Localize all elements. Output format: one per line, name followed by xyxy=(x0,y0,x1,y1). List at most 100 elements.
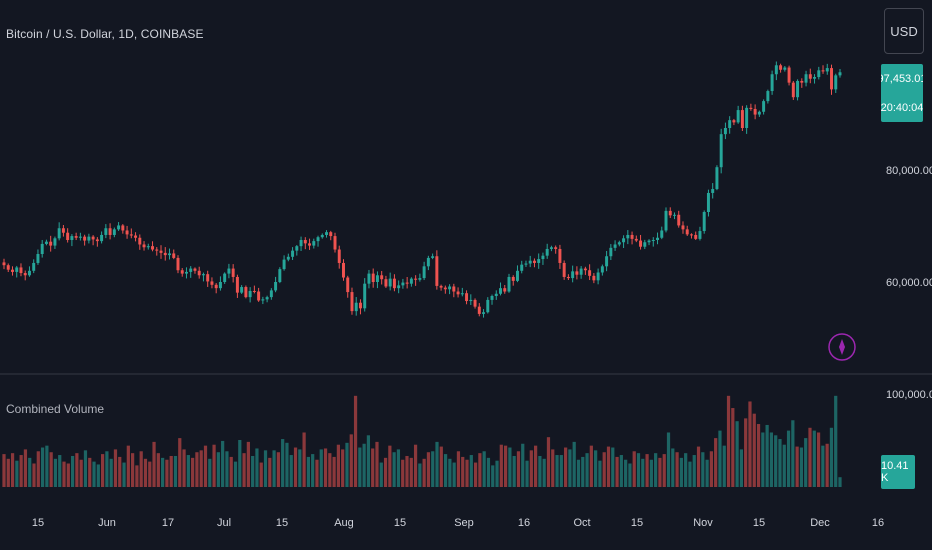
candle xyxy=(44,241,48,244)
candle xyxy=(486,299,490,313)
volume-bar xyxy=(23,449,28,487)
candle xyxy=(397,285,401,289)
candle xyxy=(240,287,244,293)
volume-bar xyxy=(658,457,662,487)
volume-bar xyxy=(491,465,495,487)
volume-bar xyxy=(598,460,602,487)
volume-bar xyxy=(62,461,66,487)
volume-bar xyxy=(499,444,503,487)
volume-bar xyxy=(538,455,542,487)
volume-bar xyxy=(688,461,692,487)
candle xyxy=(286,256,290,260)
candle xyxy=(172,253,176,258)
candle xyxy=(426,257,430,267)
volume-bar xyxy=(122,462,126,487)
volume-bar xyxy=(96,464,100,487)
candle xyxy=(23,273,27,276)
candle xyxy=(817,70,821,78)
y-tick-label: 80,000.00 xyxy=(886,165,932,177)
candle xyxy=(796,80,800,98)
candle xyxy=(613,244,617,248)
volume-bar xyxy=(113,449,118,487)
candle xyxy=(121,225,125,231)
volume-bar xyxy=(662,454,666,487)
volume-bar xyxy=(289,455,293,487)
candle xyxy=(600,266,604,273)
candle xyxy=(838,72,842,76)
candle xyxy=(210,281,214,285)
y-tick-label: 60,000.00 xyxy=(886,277,932,289)
candle xyxy=(295,246,299,251)
candle xyxy=(511,276,515,281)
candle xyxy=(159,250,163,253)
candle xyxy=(53,238,57,246)
volume-bar xyxy=(212,444,216,487)
candle xyxy=(184,271,188,274)
candle xyxy=(804,74,808,83)
candle xyxy=(706,192,710,212)
volume-bar xyxy=(2,454,6,487)
volume-bar xyxy=(10,453,15,487)
volume-bar xyxy=(443,454,448,487)
volume-bar xyxy=(786,430,791,487)
candle xyxy=(715,167,719,190)
volume-bar xyxy=(769,432,774,487)
volume-bar xyxy=(233,461,238,487)
candle xyxy=(36,254,40,263)
volume-bar xyxy=(791,420,795,487)
volume-bar xyxy=(323,448,328,487)
candle xyxy=(61,228,65,233)
candle xyxy=(732,120,736,123)
candle xyxy=(329,232,333,237)
candle xyxy=(78,236,82,238)
candle xyxy=(231,268,235,277)
volume-bar xyxy=(645,454,649,487)
candle xyxy=(333,236,337,250)
candle xyxy=(358,302,362,309)
candle xyxy=(469,299,473,302)
candle xyxy=(549,247,553,249)
candle xyxy=(244,287,248,298)
candle xyxy=(129,234,133,236)
candle xyxy=(630,234,634,239)
candle xyxy=(214,284,218,289)
x-tick-label: 15 xyxy=(32,517,44,529)
candle xyxy=(711,189,715,193)
candle xyxy=(435,256,439,286)
volume-bar xyxy=(551,449,555,487)
candle xyxy=(252,290,256,292)
candle xyxy=(282,259,286,270)
candle xyxy=(40,243,44,254)
candle xyxy=(337,249,341,263)
candle xyxy=(418,278,422,280)
diamond-marker-icon[interactable] xyxy=(828,333,856,361)
candle xyxy=(112,229,116,235)
volume-bar xyxy=(70,455,75,487)
candle xyxy=(201,274,205,276)
candle xyxy=(248,290,252,298)
candle xyxy=(431,256,435,258)
candle xyxy=(477,306,481,314)
volume-bar xyxy=(156,453,160,487)
candle xyxy=(728,120,732,128)
candle xyxy=(656,237,660,240)
time-axis[interactable]: 15 Jun 17 Jul 15 Aug 15 Sep 16 Oct 15 Nov 15 Dec 16 xyxy=(32,517,884,529)
candle xyxy=(766,91,770,102)
currency-button[interactable]: USD xyxy=(884,8,924,54)
candle xyxy=(834,75,838,90)
candle xyxy=(821,70,825,72)
x-tick-label: 15 xyxy=(394,517,406,529)
x-tick-label: 15 xyxy=(276,517,288,529)
candle xyxy=(6,265,10,270)
candle xyxy=(681,225,685,230)
candle xyxy=(380,275,384,280)
volume-bar xyxy=(49,452,53,487)
candle xyxy=(685,229,689,235)
volume-bar xyxy=(105,451,109,487)
candle xyxy=(651,240,655,241)
volume-bar xyxy=(508,447,512,487)
candle xyxy=(257,291,261,301)
candle xyxy=(346,277,350,293)
volume-bar xyxy=(752,413,756,487)
